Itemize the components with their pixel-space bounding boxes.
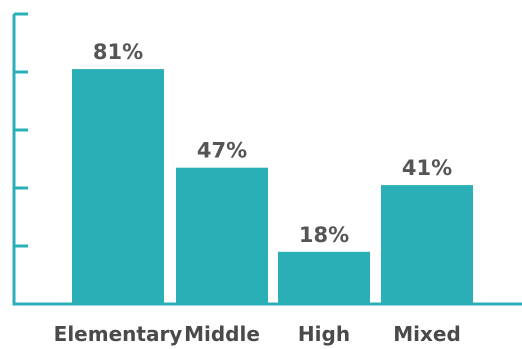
- category-label-mixed: Mixed: [393, 322, 461, 346]
- category-labels: Elementary Middle High Mixed: [54, 322, 461, 346]
- data-labels: 81% 47% 18% 41%: [93, 40, 452, 247]
- bar-high: [278, 251, 370, 304]
- data-label-elementary: 81%: [93, 40, 143, 64]
- bars: [72, 69, 473, 304]
- bar-mixed: [381, 185, 473, 304]
- data-label-mixed: 41%: [402, 156, 452, 180]
- data-label-middle: 47%: [197, 139, 247, 163]
- category-label-middle: Middle: [184, 322, 260, 346]
- category-label-high: High: [298, 322, 350, 346]
- bar-elementary: [72, 69, 164, 304]
- bar-middle: [176, 167, 268, 304]
- category-label-elementary: Elementary: [54, 322, 183, 346]
- data-label-high: 18%: [299, 223, 349, 247]
